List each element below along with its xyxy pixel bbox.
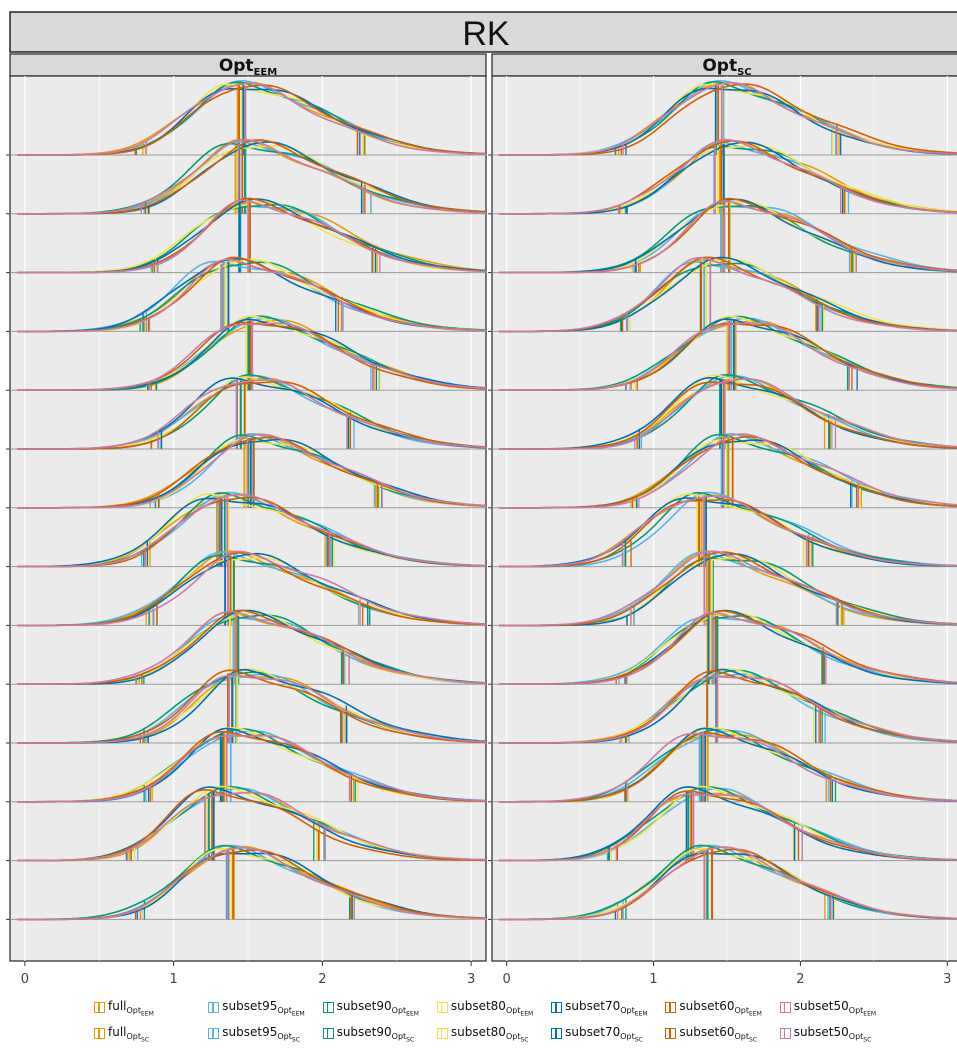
legend-key xyxy=(436,1028,448,1040)
density-curve xyxy=(499,81,957,156)
legend-key xyxy=(665,1002,677,1014)
density-curve xyxy=(499,497,957,568)
legend-item: subset95OptSC xyxy=(208,1024,322,1044)
legend-key xyxy=(436,1002,448,1014)
strip-title: RK xyxy=(462,15,510,53)
legend-label: subset60OptSC xyxy=(679,1024,758,1044)
density-curve xyxy=(17,791,487,862)
legend-label: fullOptEEM xyxy=(108,998,154,1018)
legend-item: subset90OptSC xyxy=(322,1024,437,1044)
density-curve xyxy=(499,731,957,803)
legend-key xyxy=(208,1028,220,1040)
legend-item: fullOptEEM xyxy=(94,998,208,1018)
legend-item: subset80OptEEM xyxy=(436,998,551,1018)
legend-item: subset70OptEEM xyxy=(551,998,665,1018)
density-curve xyxy=(499,433,957,509)
strip-title-box xyxy=(9,11,957,53)
legend: fullOptEEM subset95OptEEM subset90OptEEM su… xyxy=(94,995,894,1047)
legend-label: subset95OptEEM xyxy=(222,998,305,1018)
legend-label: fullOptSC xyxy=(108,1024,150,1044)
legend-key xyxy=(665,1028,677,1040)
legend-key xyxy=(208,1002,220,1014)
density-curve xyxy=(17,433,487,509)
legend-key xyxy=(94,1002,105,1014)
density-curve xyxy=(17,379,487,450)
density-curve xyxy=(499,256,957,333)
density-curve xyxy=(499,615,957,685)
density-curve xyxy=(499,378,957,450)
legend-key xyxy=(779,1002,791,1014)
legend-key xyxy=(779,1028,791,1040)
x-tick-label: 2 xyxy=(796,972,804,987)
density-curve xyxy=(499,138,957,215)
density-curve xyxy=(17,380,487,450)
density-curve xyxy=(499,675,957,744)
legend-key xyxy=(551,1002,563,1014)
legend-label: subset90OptSC xyxy=(336,1024,415,1044)
density-curve xyxy=(17,847,487,921)
density-curve xyxy=(17,493,487,568)
density-curve xyxy=(17,138,487,215)
density-curve xyxy=(17,258,487,333)
legend-row-eem: fullOptEEM subset95OptEEM subset90OptEEM su… xyxy=(94,995,894,1021)
legend-key xyxy=(94,1028,105,1040)
density-curve xyxy=(17,82,487,156)
x-tick-label: 3 xyxy=(467,972,475,987)
legend-item: subset70OptSC xyxy=(551,1024,665,1044)
density-curve xyxy=(499,200,957,274)
density-curve xyxy=(17,674,487,744)
legend-label: subset50OptSC xyxy=(793,1024,872,1044)
density-curve xyxy=(499,732,957,803)
density-curve xyxy=(499,550,957,627)
legend-item: subset80OptSC xyxy=(436,1024,551,1044)
legend-item: subset50OptEEM xyxy=(779,998,894,1018)
density-curve xyxy=(17,734,487,803)
legend-item: subset90OptEEM xyxy=(322,998,437,1018)
x-tick-label: 2 xyxy=(318,972,326,987)
legend-label: subset60OptEEM xyxy=(679,998,762,1018)
legend-item: subset60OptEEM xyxy=(665,998,779,1018)
density-curve xyxy=(499,611,957,685)
density-curve xyxy=(499,793,957,862)
x-tick-label: 0 xyxy=(503,972,511,987)
legend-item: subset60OptSC xyxy=(665,1024,779,1044)
legend-label: subset70OptEEM xyxy=(565,998,648,1018)
legend-label: subset50OptEEM xyxy=(793,998,877,1018)
x-tick-label: 1 xyxy=(649,972,657,987)
density-curve xyxy=(499,322,957,391)
legend-key xyxy=(322,1002,334,1014)
legend-item: fullOptSC xyxy=(94,1024,208,1044)
density-curve xyxy=(17,199,487,274)
legend-label: subset70OptSC xyxy=(565,1024,643,1044)
legend-item: subset50OptSC xyxy=(779,1024,894,1044)
legend-item: subset95OptEEM xyxy=(208,998,322,1018)
legend-label: subset90OptEEM xyxy=(336,998,419,1018)
x-tick-label: 1 xyxy=(169,972,177,987)
legend-key xyxy=(322,1028,334,1040)
density-curve xyxy=(499,846,957,921)
legend-label: subset80OptEEM xyxy=(450,998,534,1018)
x-tick-label: 0 xyxy=(21,972,29,987)
density-curve xyxy=(499,495,957,568)
density-curve xyxy=(17,550,487,627)
legend-label: subset95OptSC xyxy=(222,1024,300,1044)
density-curve xyxy=(17,610,487,685)
legend-label: subset80OptSC xyxy=(450,1024,529,1044)
legend-row-sc: fullOptSC subset95OptSC subset90OptSC subse… xyxy=(94,1021,894,1047)
legend-key xyxy=(551,1028,563,1040)
x-tick-label: 3 xyxy=(943,972,951,987)
